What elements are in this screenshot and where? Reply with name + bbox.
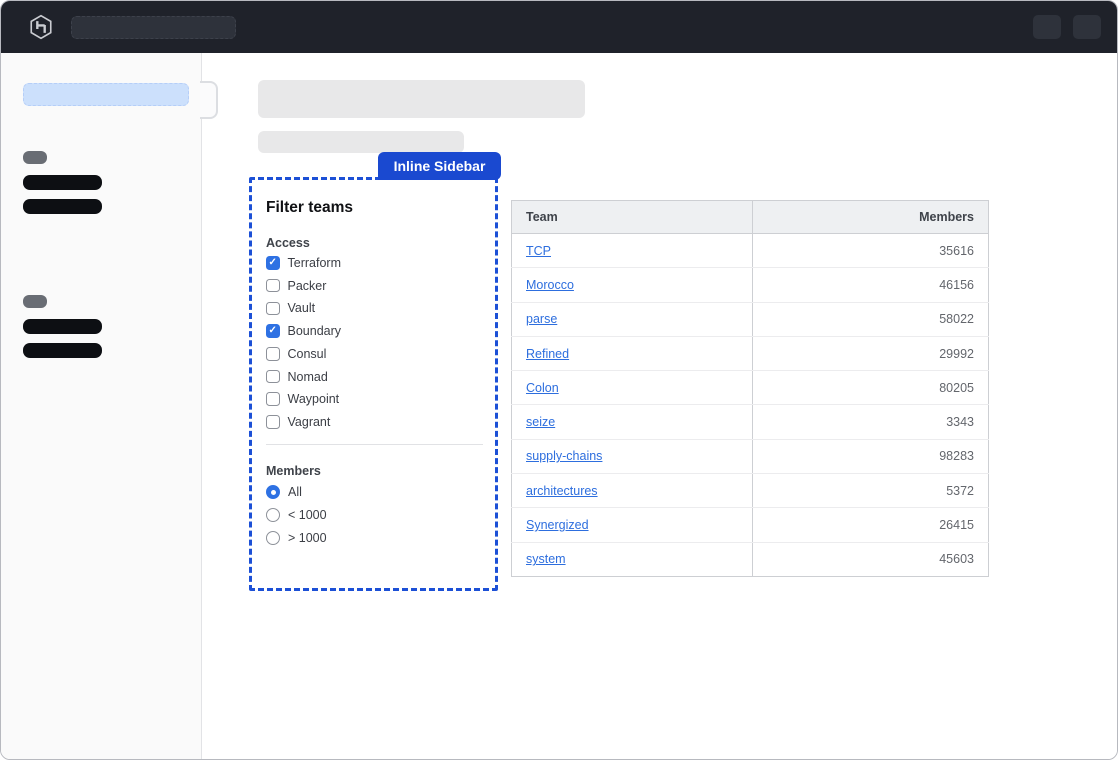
team-link[interactable]: seize xyxy=(526,415,556,430)
checkbox-box[interactable]: ✓ xyxy=(266,324,280,338)
navbar-action-skeleton xyxy=(1033,15,1061,39)
checkbox-label: Terraform xyxy=(287,256,341,270)
inline-sidebar-annotation-badge: Inline Sidebar xyxy=(378,152,501,180)
inline-sidebar-filter-panel: Filter teams Access ✓ Terraform ✓ Packer… xyxy=(249,177,498,591)
radio-label: All xyxy=(288,485,302,499)
sidebar-section-skeleton xyxy=(23,151,47,164)
members-value: 26415 xyxy=(751,507,990,543)
team-link[interactable]: Colon xyxy=(526,380,559,395)
checkbox-label: Consul xyxy=(287,346,327,361)
table-row: seize 3343 xyxy=(511,404,990,440)
radio-button[interactable] xyxy=(266,530,280,545)
team-link[interactable]: system xyxy=(526,552,566,567)
members-group-label: Members xyxy=(266,464,321,478)
sidebar-section-skeleton xyxy=(23,295,47,308)
team-link[interactable]: parse xyxy=(526,312,558,327)
team-link[interactable]: architectures xyxy=(526,483,598,498)
members-value: 45603 xyxy=(751,542,990,577)
checkbox-vagrant[interactable]: ✓ Vagrant xyxy=(266,414,330,430)
radio-all[interactable]: All xyxy=(266,484,302,500)
hashicorp-logo-icon xyxy=(28,14,54,40)
table-row: supply-chains 98283 xyxy=(511,439,990,475)
checkbox-box[interactable]: ✓ xyxy=(266,415,280,429)
checkbox-label: Vault xyxy=(287,301,316,316)
radio-button[interactable] xyxy=(266,485,280,499)
checkbox-box[interactable]: ✓ xyxy=(266,301,280,316)
checkbox-box[interactable]: ✓ xyxy=(266,392,280,406)
table-row: Morocco 46156 xyxy=(511,267,990,303)
app-sidebar xyxy=(1,53,202,759)
members-value: 80205 xyxy=(751,370,990,406)
checkbox-nomad[interactable]: ✓ Nomad xyxy=(266,369,328,385)
checkbox-terraform[interactable]: ✓ Terraform xyxy=(266,255,341,271)
radio-label: > 1000 xyxy=(288,530,327,545)
checkbox-label: Vagrant xyxy=(287,414,331,429)
members-value: 35616 xyxy=(751,233,990,269)
checkbox-boundary[interactable]: ✓ Boundary xyxy=(266,323,341,339)
checkbox-box[interactable]: ✓ xyxy=(266,256,280,270)
checkbox-label: Waypoint xyxy=(287,392,340,407)
radio-gt-1000[interactable]: > 1000 xyxy=(266,530,327,546)
table-row: Synergized 26415 xyxy=(511,507,990,543)
sidebar-toggle-handle[interactable] xyxy=(200,81,218,119)
checkbox-label: Boundary xyxy=(287,324,342,339)
checkbox-vault[interactable]: ✓ Vault xyxy=(266,300,315,316)
navbar-action-skeleton xyxy=(1073,15,1101,39)
checkbox-box[interactable]: ✓ xyxy=(266,369,280,384)
table-row: parse 58022 xyxy=(511,302,990,337)
members-value: 5372 xyxy=(751,473,990,509)
checkbox-label: Packer xyxy=(287,278,327,293)
checkbox-packer[interactable]: ✓ Packer xyxy=(266,278,326,294)
members-value: 58022 xyxy=(751,302,990,337)
members-value: 29992 xyxy=(751,336,990,372)
team-link[interactable]: Refined xyxy=(526,346,570,361)
team-link[interactable]: Synergized xyxy=(526,518,589,533)
filter-divider xyxy=(266,444,483,445)
radio-lt-1000[interactable]: < 1000 xyxy=(266,507,327,523)
members-value: 46156 xyxy=(751,267,990,303)
navbar-search-skeleton xyxy=(71,16,236,39)
top-navbar xyxy=(1,1,1117,53)
table-header-row: Team Members xyxy=(511,200,990,234)
table-row: system 45603 xyxy=(511,542,990,577)
checkbox-box[interactable]: ✓ xyxy=(266,278,280,293)
sidebar-item-skeleton xyxy=(23,175,102,190)
radio-label: < 1000 xyxy=(288,508,327,522)
teams-table: Team Members TCP 35616 Morocco 46156 par… xyxy=(511,200,990,577)
main-content: Inline Sidebar Filter teams Access ✓ Ter… xyxy=(202,53,1117,759)
table-row: TCP 35616 xyxy=(511,233,990,269)
sidebar-item-skeleton xyxy=(23,343,102,358)
table-row: Refined 29992 xyxy=(511,336,990,372)
access-group-label: Access xyxy=(266,236,310,250)
sidebar-item-skeleton xyxy=(23,319,102,334)
page-title-skeleton xyxy=(258,80,585,118)
team-link[interactable]: TCP xyxy=(526,243,551,258)
members-value: 98283 xyxy=(751,439,990,475)
sidebar-item-skeleton xyxy=(23,199,102,214)
team-link[interactable]: Morocco xyxy=(526,277,574,292)
members-value: 3343 xyxy=(751,404,990,440)
team-link[interactable]: supply-chains xyxy=(526,449,603,464)
checkbox-box[interactable]: ✓ xyxy=(266,347,280,361)
page-subtitle-skeleton xyxy=(258,131,464,153)
table-row: Colon 80205 xyxy=(511,370,990,406)
checkbox-consul[interactable]: ✓ Consul xyxy=(266,346,326,362)
filter-panel-title: Filter teams xyxy=(266,199,354,216)
column-header-team: Team xyxy=(511,200,753,234)
checkbox-label: Nomad xyxy=(287,369,328,384)
table-row: architectures 5372 xyxy=(511,473,990,509)
radio-button[interactable] xyxy=(266,508,280,522)
checkbox-waypoint[interactable]: ✓ Waypoint xyxy=(266,391,339,407)
column-header-members: Members xyxy=(751,200,990,234)
sidebar-active-item-skeleton xyxy=(23,83,189,106)
